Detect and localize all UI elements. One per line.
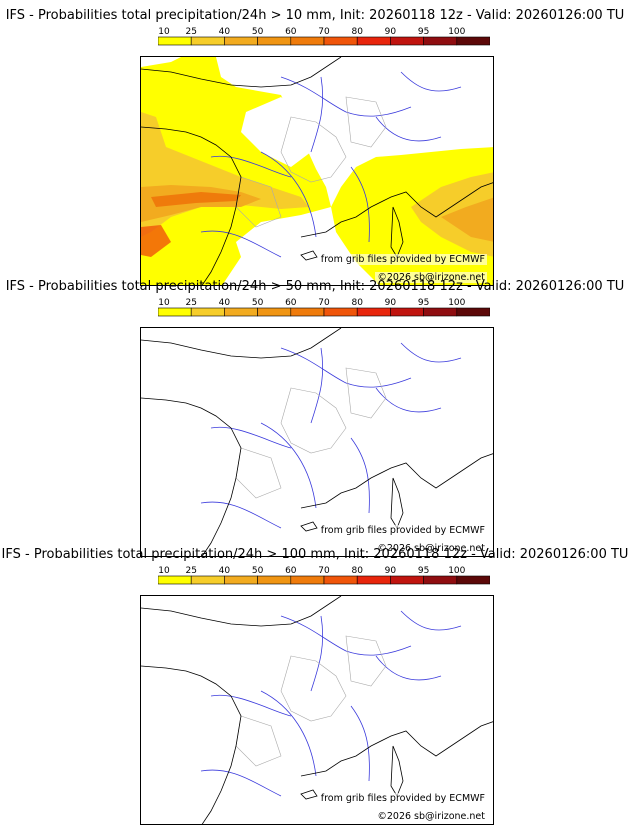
map-area: from grib files provided by ECMWF ©2026 … [140,327,494,557]
colorbar-swatch [190,36,225,46]
colorbar-tick-label: 50 [252,27,264,37]
colorbar-tick-label: 40 [219,27,231,37]
source-credit: from grib files provided by ECMWF [318,525,487,536]
map-panel-10mm: IFS - Probabilities total precipitation/… [0,8,630,286]
colorbar-tick-label: 70 [318,27,330,37]
colorbar-swatch [356,36,391,46]
coastline [141,596,493,824]
colorbar-tick-label: 40 [219,566,231,576]
colorbar: 10 25 40 50 60 70 80 90 95 100 [158,298,490,317]
colorbar-swatch [158,307,192,317]
borders [235,635,387,767]
colorbar-tick-label: 25 [185,298,196,308]
colorbar: 10 25 40 50 60 70 80 90 95 100 [158,27,490,46]
colorbar-swatch [390,307,424,317]
colorbar-swatch [456,575,490,585]
colorbar-swatch [190,575,225,585]
colorbar-swatch [224,575,258,585]
colorbar-swatch [390,575,424,585]
shade-north-gap [241,97,311,167]
colorbar: 10 25 40 50 60 70 80 90 95 100 [158,566,490,585]
colorbar-tick-label: 100 [448,27,465,37]
borders [235,367,387,499]
colorbar-swatch [456,307,490,317]
colorbar-tick-label: 25 [185,27,196,37]
colorbar-swatch [323,307,358,317]
map-area: from grib files provided by ECMWF ©2026 … [140,595,494,825]
shade-bay [141,225,171,257]
coastline [141,57,493,285]
colorbar-tick-label: 10 [158,298,170,308]
colorbar-tick-label: 60 [285,27,297,37]
colorbar-tick-label: 90 [385,298,397,308]
colorbar-swatch [224,36,258,46]
colorbar-swatch [323,575,358,585]
shade-east [331,147,493,285]
panel-title: IFS - Probabilities total precipitation/… [1,547,629,562]
precip-map [141,57,493,285]
colorbar-swatch [423,307,458,317]
copyright-credit: ©2026 sb@irizone.net [375,272,487,283]
colorbar-swatch [257,307,292,317]
colorbar-tick-label: 80 [351,566,363,576]
map-panel-100mm: IFS - Probabilities total precipitation/… [0,547,630,825]
shade-west-50 [151,192,241,207]
colorbar-swatch [356,307,391,317]
panel-title: IFS - Probabilities total precipitation/… [5,279,625,294]
rivers [200,610,462,797]
colorbar-tick-label: 95 [418,298,429,308]
colorbar-swatch [356,575,391,585]
colorbar-tick-label: 60 [285,566,297,576]
colorbar-tick-label: 50 [252,566,264,576]
copyright-credit: ©2026 sb@irizone.net [375,543,487,554]
colorbar-swatch [456,36,490,46]
colorbar-tick-label: 10 [158,27,170,37]
colorbar-tick-label: 60 [285,298,297,308]
colorbar-tick-label: 90 [385,27,397,37]
colorbar-tick-label: 100 [448,298,465,308]
colorbar-tick-label: 70 [318,566,330,576]
colorbar-swatch [290,307,325,317]
precip-shading [141,57,493,285]
colorbar-tick-label: 100 [448,566,465,576]
rivers [200,71,462,258]
colorbar-tick-label: 80 [351,27,363,37]
colorbar-tick-label: 50 [252,298,264,308]
panel-title: IFS - Probabilities total precipitation/… [5,8,625,23]
colorbar-tick-label: 95 [418,566,429,576]
colorbar-tick-label: 25 [185,566,196,576]
coastline [141,328,493,556]
colorbar-tick-label: 80 [351,298,363,308]
colorbar-swatch [423,575,458,585]
colorbar-tick-label: 70 [318,298,330,308]
colorbar-swatch [257,36,292,46]
copyright-credit: ©2026 sb@irizone.net [375,811,487,822]
shade-east-40 [441,197,493,242]
map-area: from grib files provided by ECMWF ©2026 … [140,56,494,286]
map-panel-50mm: IFS - Probabilities total precipitation/… [0,279,630,557]
colorbar-swatch [190,307,225,317]
colorbar-swatch [423,36,458,46]
source-credit: from grib files provided by ECMWF [318,254,487,265]
source-credit: from grib files provided by ECMWF [318,793,487,804]
colorbar-swatch [390,36,424,46]
colorbar-swatch [158,575,192,585]
precip-map [141,328,493,556]
precip-map [141,596,493,824]
colorbar-tick-label: 40 [219,298,231,308]
rivers [200,342,462,529]
colorbar-swatch [290,575,325,585]
colorbar-swatch [257,575,292,585]
colorbar-swatch [158,36,192,46]
colorbar-tick-label: 90 [385,566,397,576]
colorbar-tick-label: 10 [158,566,170,576]
colorbar-swatch [323,36,358,46]
colorbar-tick-label: 95 [418,27,429,37]
colorbar-swatch [224,307,258,317]
colorbar-swatch [290,36,325,46]
